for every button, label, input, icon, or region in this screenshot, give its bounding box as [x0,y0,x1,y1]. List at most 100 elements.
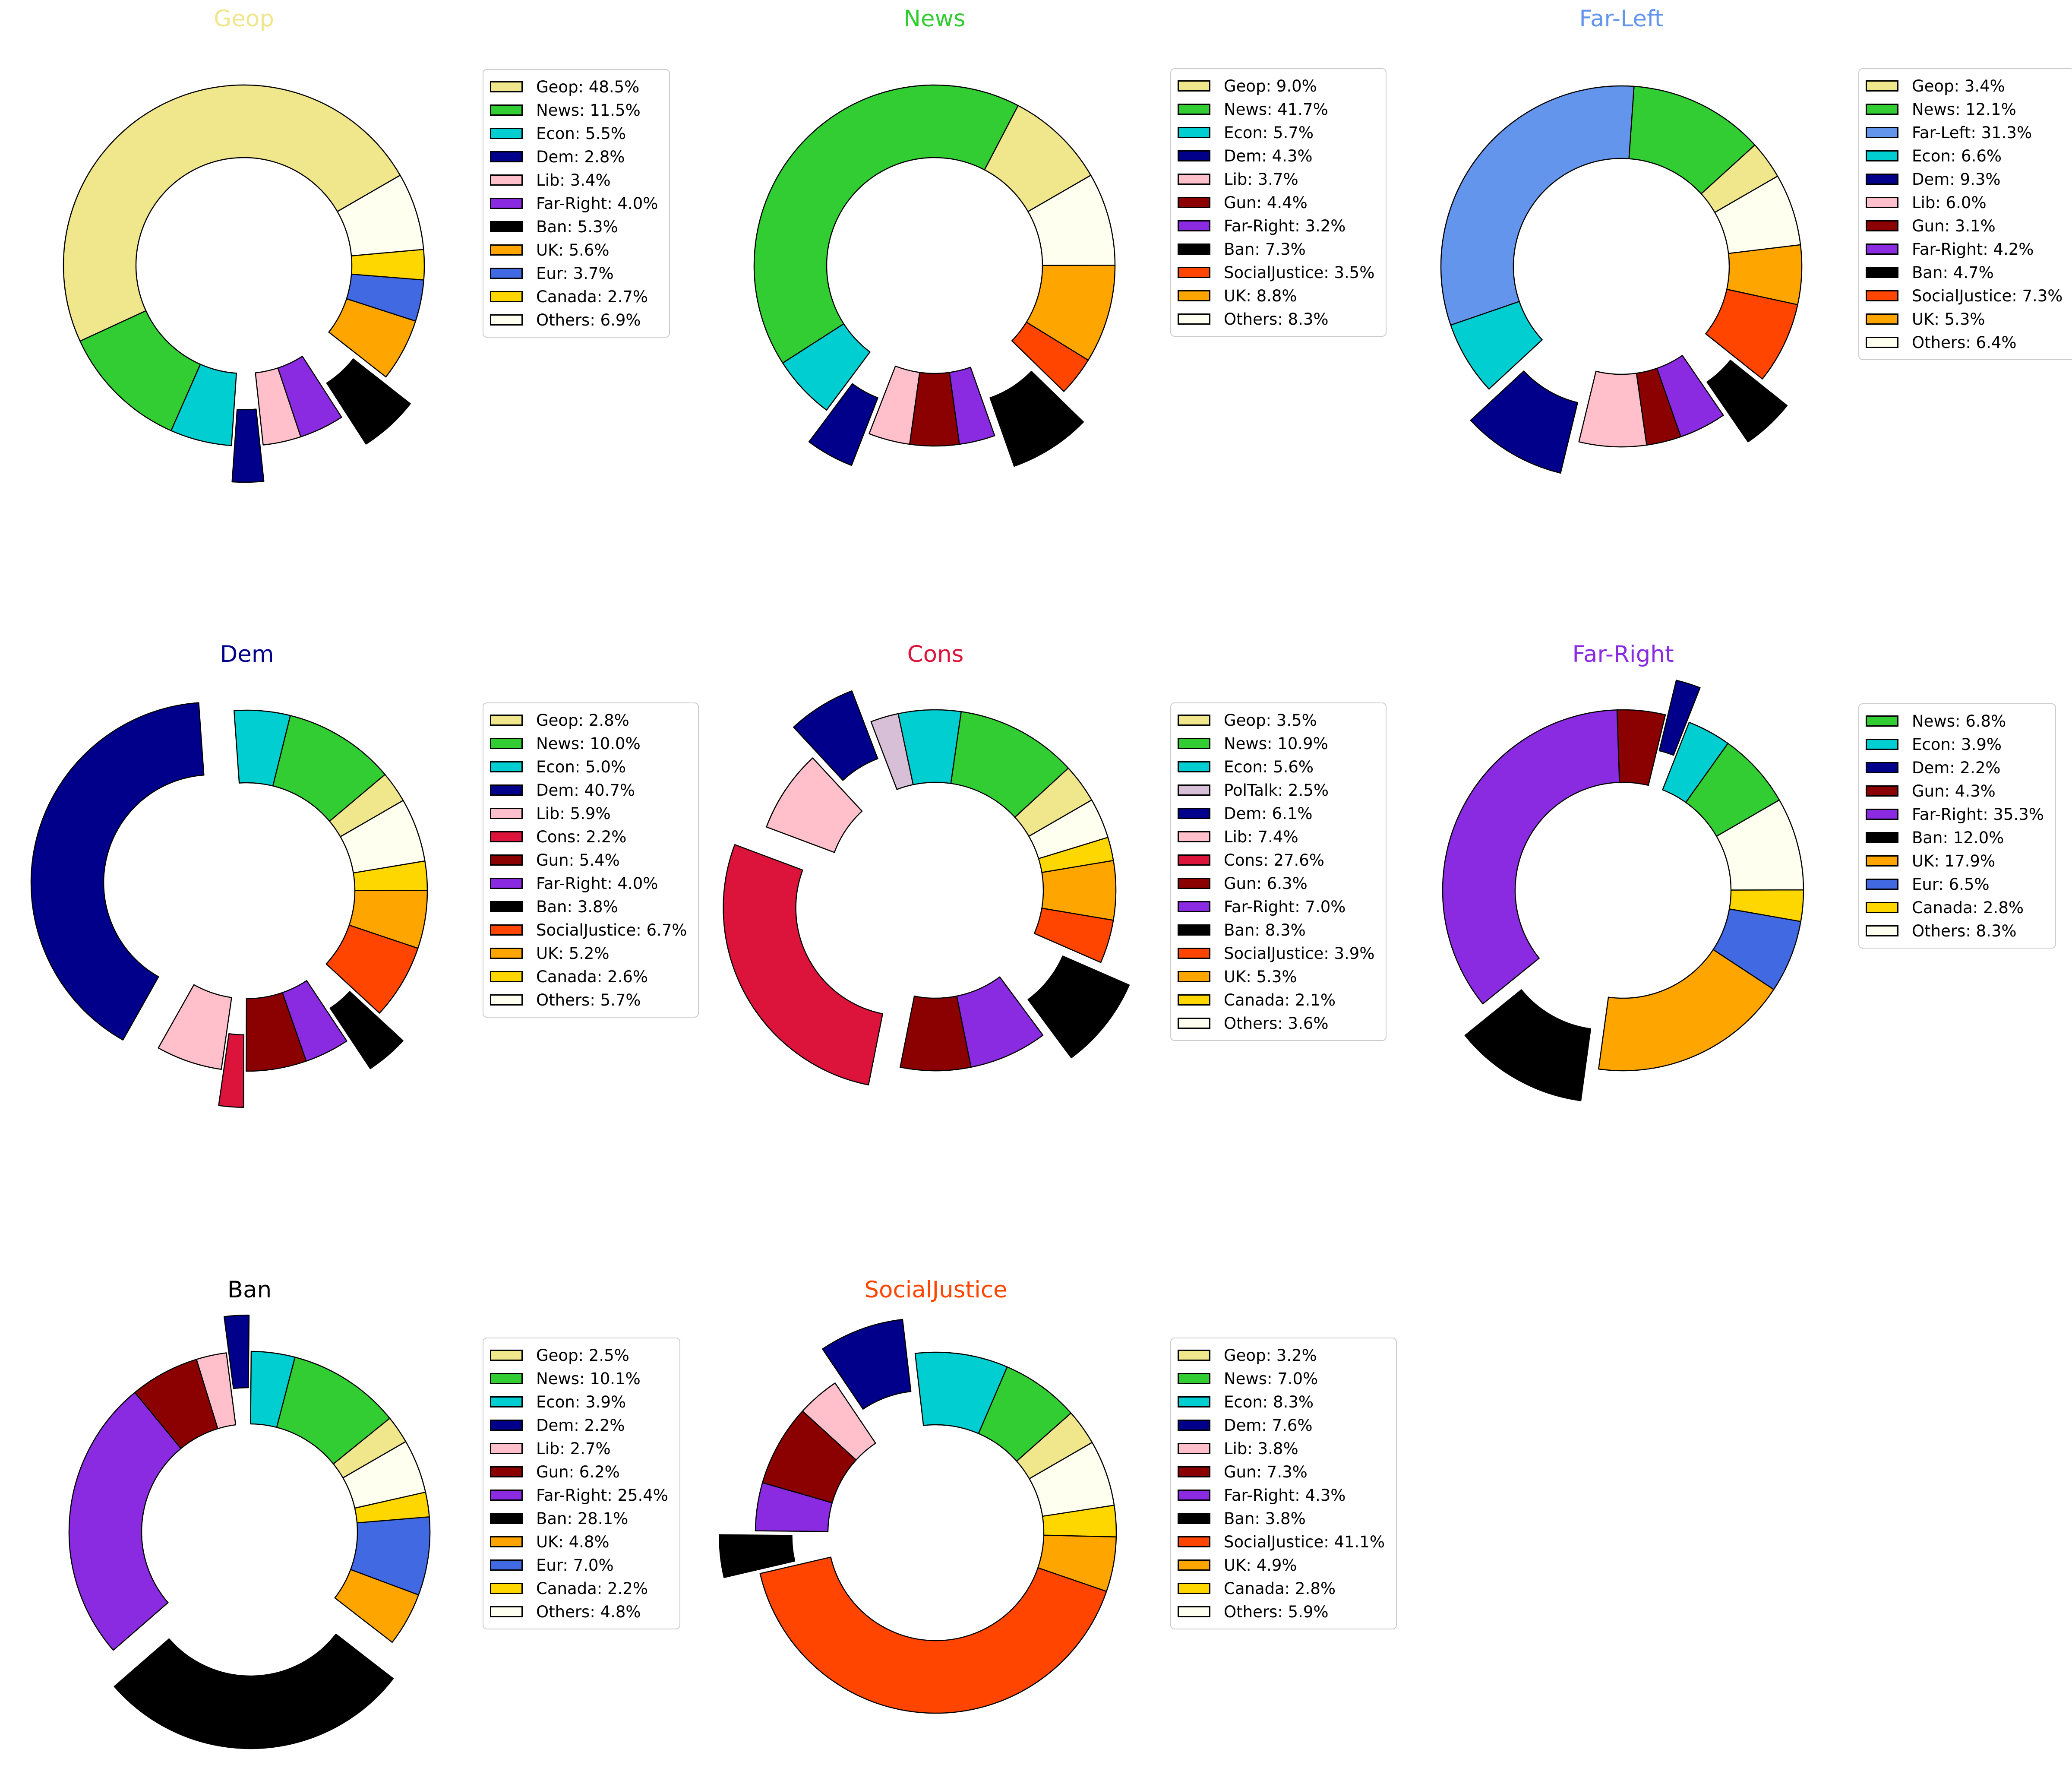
legend-swatch-lib [490,808,523,819]
legend-label: Lib: 6.0% [1912,193,1987,212]
chart-title-cons: Cons [907,641,964,667]
legend-swatch-gun [1866,785,1898,797]
legend-swatch-far-left [1866,127,1898,138]
legend-label: Gun: 6.2% [536,1462,620,1481]
pie-slice-dem-ban [329,991,404,1069]
chart-title-geop: Geop [214,6,274,32]
legend-swatch-gun [490,1466,523,1477]
pie-slice-socialjustice-socialjustice [759,1556,1107,1714]
pie-slice-cons-dem [793,690,878,781]
legend-swatch-news [1178,738,1210,749]
legend-swatch-econ [490,761,523,772]
legend-far-right: News: 6.8% Econ: 3.9% Dem: 2.2% Gun: 4.3% Fa… [1858,703,2056,949]
pie-slice-news-news [753,84,1019,364]
legend-swatch-eur [490,268,523,279]
legend-row: Far-Left: 31.3% [1866,121,2063,144]
pie-slice-ban-dem [223,1314,250,1389]
legend-label: Far-Right: 4.3% [1224,1486,1346,1505]
legend-swatch-econ [1178,127,1210,138]
legend-label: Econ: 3.9% [1912,735,2002,754]
legend-row: Others: 6.4% [1866,331,2063,354]
pie-slice-far-left-socialjustice [1705,288,1798,380]
legend-swatch-lib [490,174,523,186]
legend-label: SocialJustice: 41.1% [1224,1532,1385,1551]
legend-row: SocialJustice: 3.5% [1178,261,1374,284]
legend-swatch-news [490,1373,523,1384]
legend-label: Lib: 3.4% [536,171,611,190]
legend-swatch-canada [490,291,523,302]
legend-label: Others: 8.3% [1912,921,2017,940]
pie-slice-socialjustice-ban [719,1534,796,1578]
pie-slice-geop-far-right [277,355,342,437]
legend-label: Geop: 3.5% [1224,711,1317,730]
legend-row: UK: 8.8% [1178,284,1374,307]
legend-label: Econ: 6.6% [1912,146,2002,165]
legend-row: Lib: 2.7% [490,1437,668,1460]
pie-slice-cons-others [1028,799,1109,859]
legend-geop: Geop: 48.5% News: 11.5% Econ: 5.5% Dem: 2.8… [483,69,670,338]
legend-swatch-far-right [490,198,523,209]
legend-row: Geop: 3.5% [1178,708,1374,732]
legend-row: UK: 5.2% [490,942,687,965]
legend-row: Econ: 5.7% [1178,121,1374,144]
pie-slice-cons-lib [766,757,863,853]
pie-slice-news-ban [989,370,1084,467]
legend-swatch-uk [1866,855,1898,867]
pie-slice-far-right-dem [1658,680,1701,756]
legend-label: Dem: 9.3% [1912,170,2001,189]
legend-row: Canada: 2.8% [1866,896,2044,919]
legend-row: Gun: 4.3% [1866,779,2044,803]
legend-news: Geop: 9.0% News: 41.7% Econ: 5.7% Dem: 4.3%… [1170,68,1387,337]
legend-row: Dem: 9.3% [1866,168,2063,191]
pie-slice-news-econ [782,323,871,411]
legend-row: Gun: 6.2% [490,1460,668,1483]
pie-slice-ban-far-right [68,1392,182,1651]
legend-swatch-dem [1866,174,1898,185]
legend-row: Dem: 2.2% [490,1414,668,1437]
legend-swatch-uk [1178,971,1210,982]
legend-swatch-lib [1178,174,1210,185]
legend-label: Geop: 2.8% [536,711,629,730]
pie-slice-geop-others [337,174,424,256]
legend-swatch-gun [1866,220,1898,231]
legend-swatch-geop [490,715,523,726]
legend-label: Others: 6.9% [536,310,641,329]
legend-label: Lib: 5.9% [536,804,611,823]
legend-row: Ban: 28.1% [490,1507,668,1530]
pie-slice-dem-econ [234,709,291,787]
legend-label: Ban: 4.7% [1912,263,1994,282]
donut-chart-far-right [1442,680,1804,1101]
legend-swatch-lib [1178,1443,1210,1454]
legend-row: Others: 3.6% [1178,1012,1374,1035]
legend-row: News: 6.8% [1866,709,2044,733]
legend-row: Geop: 3.2% [1178,1344,1385,1367]
legend-label: UK: 17.9% [1912,851,1996,870]
legend-swatch-others [1178,1018,1210,1029]
legend-swatch-news [1866,104,1898,115]
legend-row: Lib: 3.4% [490,168,658,192]
legend-row: Far-Right: 4.2% [1866,237,2063,261]
legend-row: Econ: 3.9% [1866,733,2044,756]
legend-row: PolTalk: 2.5% [1178,778,1374,802]
legend-row: UK: 5.3% [1866,307,2063,331]
chart-title-socialjustice: SocialJustice [864,1277,1008,1303]
pie-slice-cons-ban [1027,955,1130,1059]
pie-slice-far-left-far-left [1440,85,1635,326]
legend-swatch-far-right [1178,220,1210,231]
legend-swatch-econ [1178,761,1210,772]
legend-label: SocialJustice: 7.3% [1912,286,2063,305]
chart-title-far-right: Far-Right [1572,641,1674,667]
donut-chart-socialjustice [719,1319,1117,1714]
legend-swatch-geop [490,81,523,92]
legend-dem: Geop: 2.8% News: 10.0% Econ: 5.0% Dem: 40.7… [483,702,699,1018]
legend-label: Canada: 2.1% [1224,990,1336,1009]
legend-row: Dem: 2.2% [1866,756,2044,779]
legend-swatch-econ [490,1396,523,1407]
legend-row: Ban: 5.3% [490,215,658,238]
pie-slice-socialjustice-far-right [755,1482,833,1532]
legend-label: News: 6.8% [1912,712,2006,731]
legend-row: Gun: 5.4% [490,848,687,872]
chart-title-news: News [903,6,966,32]
legend-swatch-ban [490,901,523,912]
legend-row: Far-Right: 4.3% [1178,1483,1385,1507]
